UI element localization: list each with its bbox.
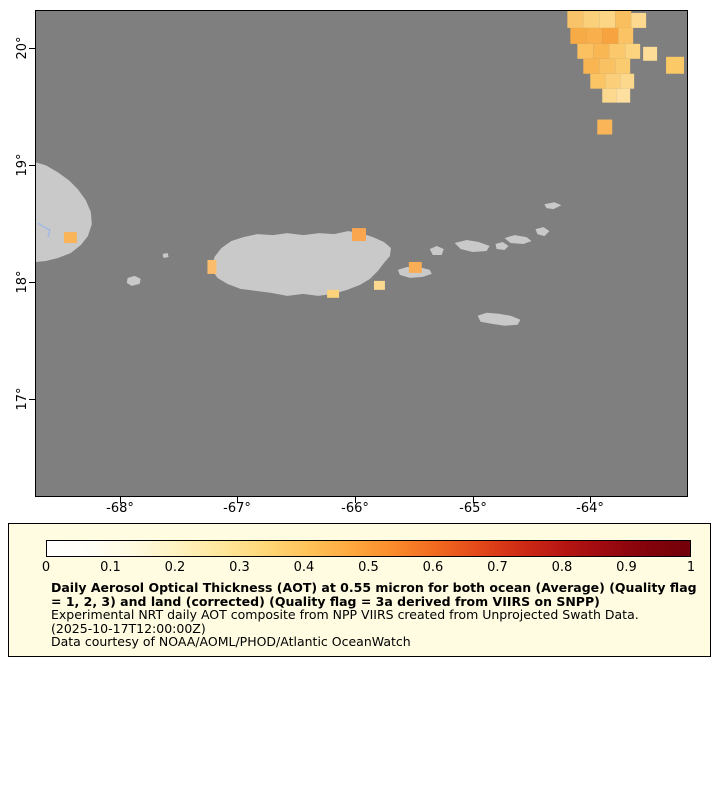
- legend-credit: Data courtesy of NOAA/AOML/PHOD/Atlantic…: [51, 634, 411, 649]
- colorbar-tick-label: 0.6: [422, 560, 444, 575]
- aot-cell: [605, 73, 621, 89]
- lon-axis-tick: [590, 497, 591, 503]
- colorbar-tick-label: 0.8: [551, 560, 573, 575]
- land-desecheo: [162, 253, 169, 258]
- aot-cell: [625, 43, 641, 59]
- aot-cell: [602, 27, 619, 44]
- colorbar-tick-label: 0.7: [487, 560, 508, 575]
- aot-cell: [620, 73, 635, 89]
- lon-axis-tick: [237, 497, 238, 503]
- colorbar-tick-label: 0: [41, 560, 51, 575]
- lon-axis-label: -66°: [341, 501, 369, 516]
- aot-cell: [602, 88, 617, 103]
- aot-cell: [327, 289, 340, 298]
- river-line: [37, 222, 51, 238]
- lon-axis-tick: [355, 497, 356, 503]
- lat-axis-tick: [29, 165, 35, 166]
- land-st-croix: [477, 312, 521, 326]
- aot-cell: [615, 11, 632, 28]
- aot-cell: [666, 56, 685, 74]
- aot-cell: [609, 43, 626, 59]
- aot-cell: [207, 259, 217, 274]
- aot-cell: [631, 12, 647, 28]
- aot-cell: [618, 27, 634, 44]
- lon-axis-tick: [473, 497, 474, 503]
- lat-axis-tick: [29, 282, 35, 283]
- colorbar-ticks: 0 0.1 0.2 0.3 0.4 0.5 0.6 0.7 0.8 0.9 1: [42, 560, 695, 575]
- colorbar-tick-label: 1: [686, 560, 696, 575]
- aot-cell: [352, 228, 366, 242]
- aot-cell: [583, 11, 600, 28]
- colorbar-tick-label: 0.4: [293, 560, 315, 575]
- land-puerto-rico: [211, 231, 391, 296]
- land-st-thomas: [454, 240, 490, 253]
- legend-subtitle: Experimental NRT daily AOT composite fro…: [51, 607, 639, 622]
- aot-cell: [599, 58, 616, 74]
- aot-cell: [643, 46, 658, 61]
- aot-cell: [590, 73, 606, 89]
- colorbar: [46, 540, 691, 557]
- aot-cell: [570, 27, 587, 44]
- aot-cell: [586, 27, 603, 44]
- aot-cell: [577, 43, 594, 59]
- aot-cell: [63, 232, 77, 244]
- land-st-john: [495, 242, 509, 251]
- legend-panel: 0 0.1 0.2 0.3 0.4 0.5 0.6 0.7 0.8 0.9 1 Daily Aero…: [8, 523, 711, 657]
- aot-cell: [599, 11, 616, 28]
- lat-axis-label: 17°: [15, 387, 30, 411]
- lat-axis-tick: [29, 399, 35, 400]
- land-anegada: [544, 202, 562, 210]
- lat-axis-tick: [29, 48, 35, 49]
- aot-cell: [567, 11, 584, 28]
- aot-cell: [373, 280, 385, 290]
- lat-axis-label: 20°: [15, 36, 30, 60]
- land-hispaniola-east-cape: [36, 162, 92, 262]
- legend-timestamp: (2025-10-17T12:00:00Z): [51, 620, 206, 636]
- land-virgin-gorda: [535, 227, 550, 237]
- map-canvas: [36, 11, 685, 326]
- aot-cell: [615, 58, 631, 74]
- colorbar-tick-label: 0.5: [358, 560, 379, 575]
- lon-axis-label: -68°: [106, 501, 134, 516]
- lat-axis-label: 19°: [15, 153, 30, 177]
- aot-cell: [408, 261, 422, 273]
- lon-axis-label: -64°: [576, 501, 604, 516]
- aot-map-plot: [35, 10, 688, 497]
- aot-cell: [597, 119, 613, 135]
- colorbar-tick-label: 0.1: [100, 560, 121, 575]
- colorbar-tick-label: 0.9: [616, 560, 637, 575]
- land-tortola: [504, 235, 532, 245]
- colorbar-tick-label: 0.2: [164, 560, 186, 575]
- lon-axis-tick: [120, 497, 121, 503]
- land-culebra: [429, 246, 444, 255]
- legend-title: Daily Aerosol Optical Thickness (AOT) at…: [51, 580, 697, 609]
- colorbar-tick-label: 0.3: [229, 560, 250, 575]
- legend-text-block: Daily Aerosol Optical Thickness (AOT) at…: [51, 581, 701, 649]
- aot-cell: [593, 43, 610, 59]
- lon-axis-label: -65°: [459, 501, 487, 516]
- land-mona: [126, 275, 141, 286]
- lon-axis-label: -67°: [223, 501, 251, 516]
- lat-axis-label: 18°: [15, 270, 30, 294]
- aot-cell: [583, 58, 600, 74]
- aot-cell: [616, 88, 631, 103]
